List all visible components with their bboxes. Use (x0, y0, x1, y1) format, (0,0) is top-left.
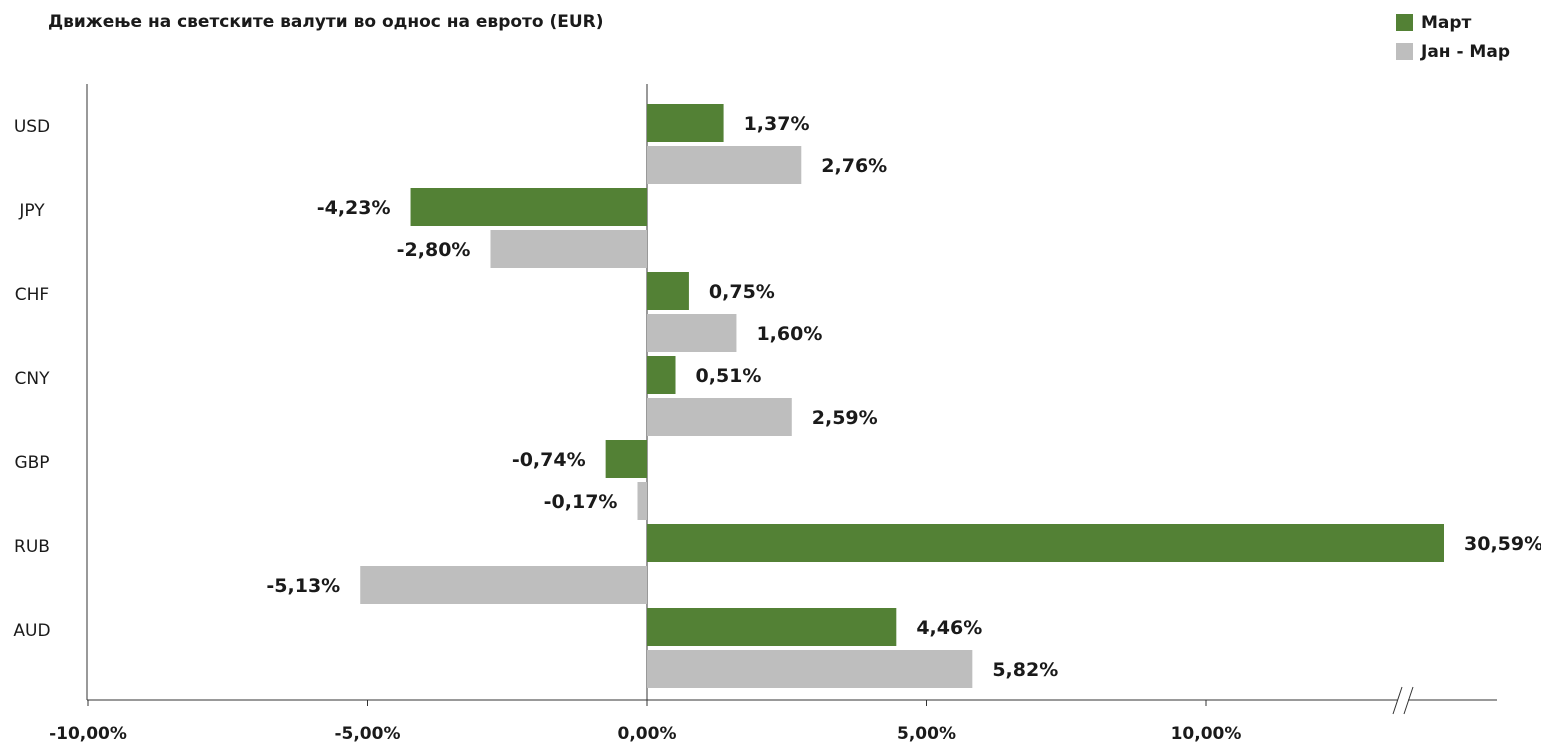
data-label: 4,46% (916, 617, 982, 639)
data-label: 1,37% (744, 113, 810, 135)
bar (647, 356, 676, 394)
bar (637, 482, 647, 520)
data-label: 5,82% (992, 659, 1058, 681)
legend-swatch-mart (1396, 14, 1413, 31)
category-label: USD (14, 117, 50, 137)
x-tick-label: 5,00% (897, 724, 956, 742)
bar (647, 650, 973, 688)
data-label: -4,23% (317, 197, 391, 219)
x-tick-label: 0,00% (618, 724, 677, 742)
legend-label-mart: Март (1421, 12, 1472, 33)
legend-swatch-jan-mar (1396, 43, 1413, 60)
legend-item-jan-mar: Јан - Мар (1396, 37, 1510, 66)
bar (647, 272, 689, 310)
category-label: GBP (14, 453, 49, 473)
x-tick-label: -5,00% (334, 724, 400, 742)
bar (647, 146, 802, 184)
category-label: AUD (13, 621, 50, 641)
data-label: -0,17% (544, 491, 618, 513)
data-label: 2,59% (812, 407, 878, 429)
chart-title: Движење на светските валути во однос на … (48, 12, 604, 32)
axis-break-mark (1392, 686, 1403, 715)
data-label: -5,13% (266, 575, 340, 597)
x-tick-label: 10,00% (1171, 724, 1242, 742)
category-label: JPY (18, 201, 45, 221)
x-tick-label: -10,00% (49, 724, 127, 742)
legend-item-mart: Март (1396, 8, 1510, 37)
axis-break-gap (1398, 697, 1408, 703)
data-label: 0,75% (709, 281, 775, 303)
bar (647, 104, 724, 142)
bar (647, 608, 897, 646)
bar (360, 566, 647, 604)
bar (647, 398, 792, 436)
legend-label-jan-mar: Јан - Мар (1421, 41, 1510, 62)
category-label: CHF (15, 285, 49, 305)
category-label: RUB (14, 537, 50, 557)
data-label: 0,51% (696, 365, 762, 387)
data-label: 2,76% (821, 155, 887, 177)
legend: Март Јан - Мар (1396, 8, 1510, 66)
data-label: -0,74% (512, 449, 586, 471)
bar (605, 440, 647, 478)
category-label: CNY (15, 369, 51, 389)
bar (647, 524, 1444, 562)
data-label: -2,80% (397, 239, 471, 261)
data-label: 30,59% (1464, 533, 1541, 555)
data-label: 1,60% (756, 323, 822, 345)
bar (490, 230, 647, 268)
axis-break-mark (1403, 686, 1414, 715)
bar (410, 188, 647, 226)
bar (647, 314, 737, 352)
